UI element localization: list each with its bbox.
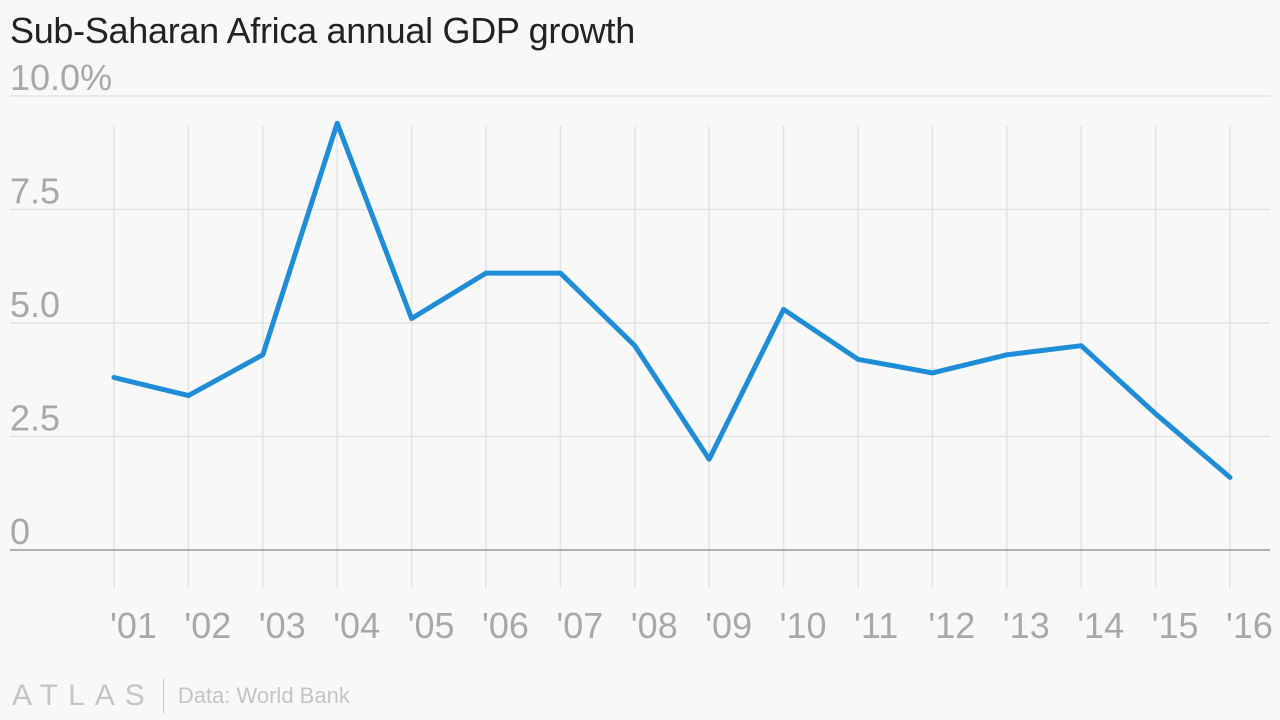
x-tick-label: '10 (780, 605, 827, 646)
x-tick-label: '13 (1003, 605, 1050, 646)
x-tick-label: '03 (259, 605, 306, 646)
x-tick-label: '01 (110, 605, 157, 646)
y-tick-label: 2.5 (10, 398, 60, 439)
series-line (111, 120, 1233, 480)
x-tick-label: '12 (928, 605, 975, 646)
y-tick-label: 5.0 (10, 284, 60, 325)
y-tick-labels: 0 2.5 5.0 7.5 10.0% (10, 57, 112, 552)
source-note: Data: World Bank (177, 683, 350, 708)
x-tick-label: '08 (631, 605, 678, 646)
x-tick-label: '16 (1226, 605, 1273, 646)
brand-logo: ATLAS (12, 679, 155, 712)
y-gridlines (10, 95, 1270, 438)
y-tick-label: 0 (10, 511, 30, 552)
y-tick-label: 7.5 (10, 171, 60, 212)
x-tick-label: '14 (1077, 605, 1124, 646)
x-tick-label: '15 (1152, 605, 1199, 646)
x-gridlines (113, 126, 1231, 588)
x-tick-label: '07 (556, 605, 603, 646)
footer-divider (162, 679, 164, 713)
x-tick-label: '02 (184, 605, 231, 646)
footer: ATLAS Data: World Bank (12, 678, 350, 714)
chart-title: Sub-Saharan Africa annual GDP growth (10, 10, 635, 51)
x-tick-label: '04 (333, 605, 380, 646)
x-tick-label: '09 (705, 605, 752, 646)
x-tick-label: '11 (854, 605, 898, 646)
x-tick-label: '06 (482, 605, 529, 646)
x-tick-label: '05 (408, 605, 455, 646)
y-tick-label: 10.0% (10, 57, 112, 98)
x-tick-labels: '01 '02 '03 '04 '05 '06 '07 '08 '09 '10 '11 '12 '13 '… (110, 605, 1273, 646)
